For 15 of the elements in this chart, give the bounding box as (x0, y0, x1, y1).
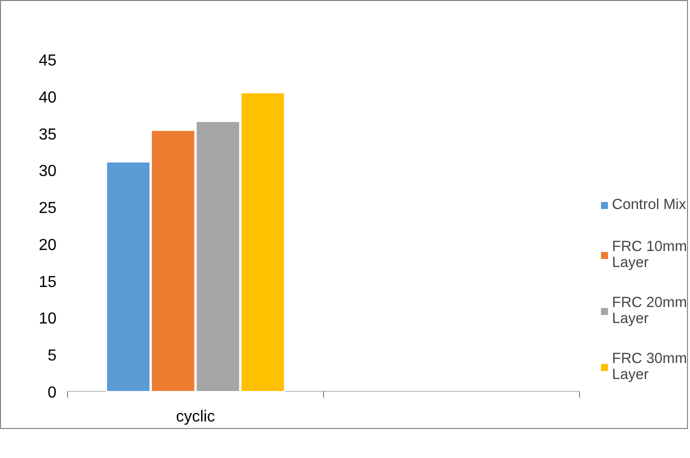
y-tick-label: 25 (38, 200, 57, 218)
y-tick-label: 10 (38, 310, 57, 328)
y-tick-label: 5 (48, 348, 57, 365)
y-tick-label: 15 (38, 274, 57, 291)
y-tick-label: 0 (48, 384, 57, 402)
y-tick-label: 30 (38, 163, 57, 180)
x-tick-label: cyclic (176, 408, 216, 426)
y-tick-label: 40 (38, 89, 57, 106)
y-tick-label: 35 (38, 126, 57, 144)
y-tick-label: 45 (38, 52, 57, 70)
legend-label: FRC 10mm Layer (612, 239, 687, 271)
y-tick-label: 20 (38, 236, 57, 254)
legend-label: FRC 30mm Layer (612, 351, 687, 383)
legend-label: Control Mix (612, 196, 686, 215)
legend-label: FRC 20mm Layer (612, 295, 687, 327)
